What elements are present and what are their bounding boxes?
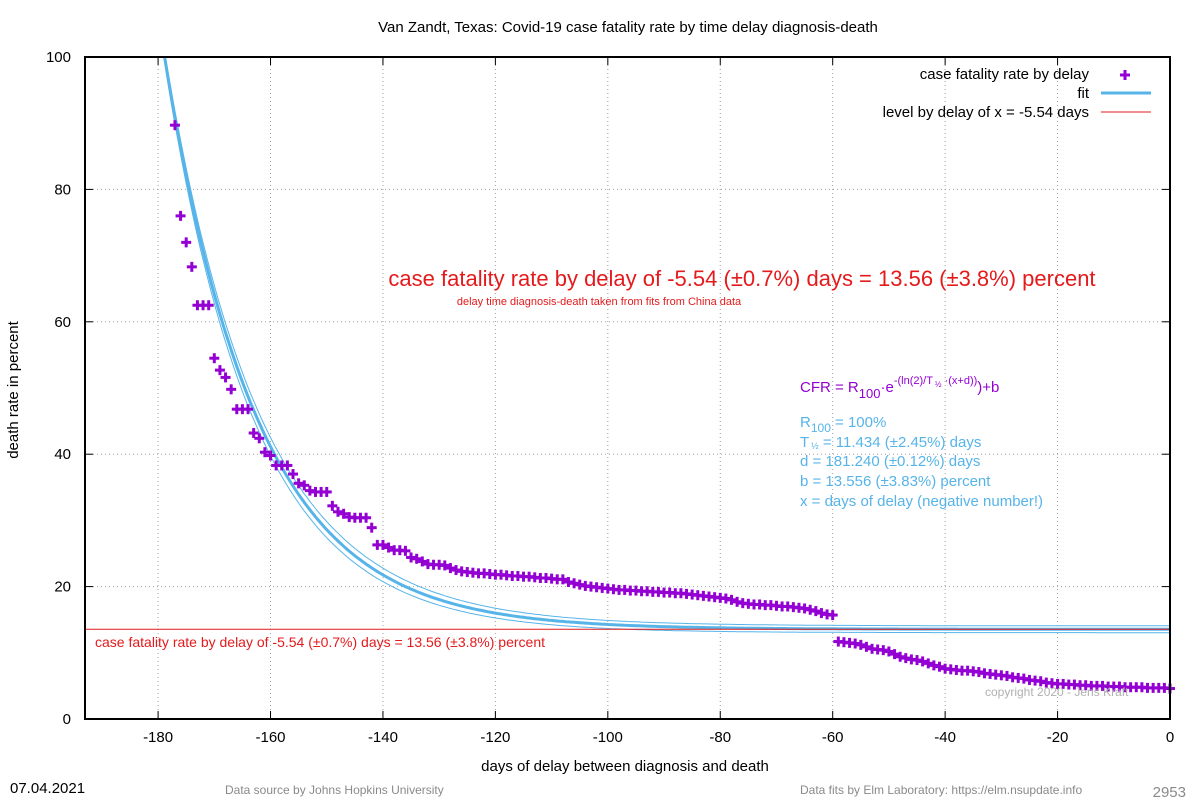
data-point <box>827 610 838 621</box>
data-point <box>327 500 338 511</box>
data-point <box>417 556 428 567</box>
y-tick-label: 0 <box>63 711 71 728</box>
data-point <box>883 646 894 657</box>
data-point <box>243 404 254 415</box>
fit-upper-bound <box>165 57 1170 627</box>
param-r100: R100 = 100% <box>800 414 886 435</box>
data-point <box>265 450 276 461</box>
footer-fits: Data fits by Elm Laboratory: https://elm… <box>800 783 1082 797</box>
subline-annotation: delay time diagnosis-death taken from fi… <box>457 296 742 308</box>
data-point <box>214 365 225 376</box>
data-point <box>282 460 293 471</box>
x-tick-label: -40 <box>934 729 956 746</box>
data-point <box>557 574 568 585</box>
level-line-label: case fatality rate by delay of -5.54 (±0… <box>95 634 545 650</box>
param-x: x = days of delay (negative number!) <box>800 493 1043 510</box>
data-point <box>209 353 220 364</box>
y-axis-label: death rate in percent <box>5 320 22 458</box>
x-tick-label: 0 <box>1166 729 1174 746</box>
x-tick-label: -140 <box>368 729 398 746</box>
data-point <box>726 594 737 605</box>
data-point <box>226 384 237 395</box>
data-point <box>332 506 343 517</box>
data-point <box>186 261 197 272</box>
data-point <box>361 512 372 523</box>
formula: CFR = R100·e-(ln(2)/T ½ ·(x+d)))+b <box>800 375 999 401</box>
data-point <box>181 237 192 248</box>
data-point <box>377 539 388 550</box>
x-tick-label: -20 <box>1047 729 1069 746</box>
data-point <box>254 433 265 444</box>
legend-marker-cfr <box>1120 70 1130 80</box>
data-points <box>169 120 1175 694</box>
legend-label-fit: fit <box>1077 85 1090 102</box>
y-tick-label: 20 <box>54 579 71 596</box>
data-point <box>411 553 422 564</box>
data-point <box>923 658 934 669</box>
data-point <box>220 372 231 383</box>
data-point <box>203 300 214 311</box>
data-point <box>445 563 456 574</box>
data-point <box>338 508 349 519</box>
x-tick-label: -160 <box>256 729 286 746</box>
param-d: d = 181.240 (±0.12%) days <box>800 453 980 470</box>
legend: case fatality rate by delay fit level by… <box>883 66 1151 121</box>
x-tick-label: -60 <box>822 729 844 746</box>
x-tick-label: -120 <box>480 729 510 746</box>
data-point <box>383 542 394 553</box>
data-point <box>400 545 411 556</box>
y-tick-label: 40 <box>54 446 71 463</box>
axis-ticks: -180 -160 -140 -120 -100 -80 -60 -40 -20 0 0 20 40 60… <box>46 49 1174 746</box>
x-tick-label: -100 <box>593 729 623 746</box>
data-point <box>169 120 180 131</box>
data-point <box>934 661 945 672</box>
data-point <box>439 560 450 571</box>
footer-date: 07.04.2021 <box>10 780 85 797</box>
chart-title: Van Zandt, Texas: Covid-19 case fatality… <box>378 19 878 36</box>
data-point <box>366 522 377 533</box>
legend-label-level: level by delay of x = -5.54 days <box>883 104 1089 121</box>
x-tick-label: -80 <box>709 729 731 746</box>
copyright: copyright 2020 - Jens Kraft <box>985 685 1129 699</box>
data-point <box>321 486 332 497</box>
y-tick-label: 100 <box>46 49 71 66</box>
plot-frame <box>84 56 1171 720</box>
legend-label-cfr: case fatality rate by delay <box>920 66 1090 83</box>
data-point <box>259 447 270 458</box>
data-point <box>288 469 299 480</box>
data-point <box>248 428 259 439</box>
headline-annotation: case fatality rate by delay of -5.54 (±0… <box>388 266 1095 291</box>
data-point <box>889 649 900 660</box>
data-point <box>293 478 304 489</box>
data-point <box>810 606 821 617</box>
footer-id: 2953 <box>1153 784 1186 800</box>
param-b: b = 13.556 (±3.83%) percent <box>800 473 991 490</box>
data-point <box>299 480 310 491</box>
data-point <box>861 641 872 652</box>
y-tick-label: 80 <box>54 181 71 198</box>
data-point <box>855 639 866 650</box>
x-tick-label: -180 <box>143 729 173 746</box>
data-point <box>917 656 928 667</box>
data-point <box>175 210 186 221</box>
footer-source: Data source by Johns Hopkins University <box>225 783 444 797</box>
y-tick-label: 60 <box>54 314 71 331</box>
x-axis-label: days of delay between diagnosis and deat… <box>481 758 769 775</box>
